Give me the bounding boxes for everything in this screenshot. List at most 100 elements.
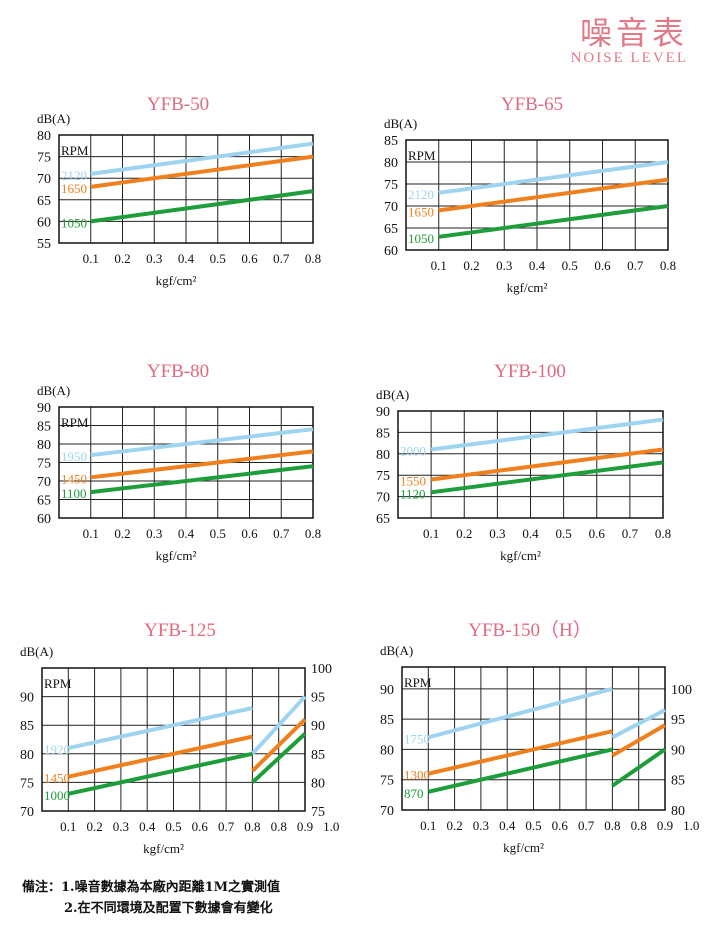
series-line-right-1000 xyxy=(251,732,307,784)
series-label-1950: 1950 xyxy=(61,449,87,464)
x-tick-label: 0.3 xyxy=(496,258,512,273)
plot-frame xyxy=(401,666,666,811)
x-tick-label: 0.5 xyxy=(165,819,181,834)
plot-frame xyxy=(41,667,306,812)
series-line-1300 xyxy=(427,729,613,776)
x-tick-label: 0.2 xyxy=(463,258,479,273)
series-label-1650: 1650 xyxy=(408,204,434,219)
series-label-1450: 1450 xyxy=(44,771,70,786)
series-label-1100: 1100 xyxy=(61,486,87,501)
legend-title: RPM xyxy=(404,675,432,690)
series-line-1950 xyxy=(90,427,314,458)
y-tick-label: 90 xyxy=(20,691,34,706)
plot-frame xyxy=(58,134,314,244)
x-tick-label: 0.8 xyxy=(631,818,647,833)
x-tick-label: 0.2 xyxy=(446,818,462,833)
x-tick-label: 0.8 xyxy=(604,818,620,833)
y-tick-label: 65 xyxy=(384,222,398,237)
chart-3: YFB-100 dB(A) 65 70 75 80 85 90 0.1 0.2 0.3 0.4 0.5 0… xyxy=(376,361,671,563)
y2-tick-label: 100 xyxy=(671,683,692,698)
x-tick-label: 0.4 xyxy=(178,526,195,541)
x-tick-label: 0.8 xyxy=(305,251,321,266)
series-line-2120 xyxy=(90,141,314,176)
y-axis-label: dB(A) xyxy=(376,387,409,402)
chart-0: YFB-50 dB(A) 55 60 65 70 75 80 0.1 0.2 0.3 0.4 0.5 0.… xyxy=(37,94,321,288)
y-tick-label: 65 xyxy=(376,512,390,527)
y-tick-label: 70 xyxy=(376,491,390,506)
x-tick-label: 0.5 xyxy=(210,526,226,541)
series-label-2000: 2000 xyxy=(400,444,426,459)
x-tick-label: 0.8 xyxy=(305,526,321,541)
y-axis-label: dB(A) xyxy=(20,644,53,659)
x-tick-label: 0.4 xyxy=(178,251,195,266)
y-tick-label: 85 xyxy=(376,426,390,441)
plot-frame xyxy=(397,410,664,519)
series-label-1000: 1000 xyxy=(44,788,70,803)
legend-title: RPM xyxy=(61,415,89,430)
x-tick-label: 0.1 xyxy=(420,818,436,833)
y-tick-label: 70 xyxy=(384,200,398,215)
series-label-1650: 1650 xyxy=(61,181,87,196)
series-line-1100 xyxy=(90,464,314,495)
y-tick-label: 80 xyxy=(20,748,34,763)
series-line-1750 xyxy=(427,686,613,740)
y-tick-label: 55 xyxy=(37,237,51,252)
y-tick-label: 85 xyxy=(20,719,34,734)
x-axis-label: kgf/cm² xyxy=(500,548,541,563)
x-tick-label: 0.6 xyxy=(241,526,258,541)
series-line-right-1450 xyxy=(251,718,307,773)
y-tick-label: 65 xyxy=(37,494,51,509)
series-line-2000 xyxy=(430,417,664,452)
chart-1: YFB-65 dB(A) 60 65 70 75 80 85 0.1 0.2 0.3 0.4 0.5 0.… xyxy=(384,94,676,295)
x-tick-label: 0.7 xyxy=(578,818,595,833)
series-line-right-1920 xyxy=(250,695,307,756)
chart-4: YFB-125 dB(A) 70 75 80 85 90 75 80 85 90 95 100 0.1 0.… xyxy=(20,620,339,856)
y-tick-label: 85 xyxy=(37,420,51,435)
chart-2: YFB-80 dB(A) 60 65 70 75 80 85 90 0.1 0.2 0.3 0.4 0.5… xyxy=(37,361,321,563)
y-tick-label: 70 xyxy=(20,805,34,820)
y-tick-label: 80 xyxy=(37,129,51,144)
series-line-right-1750 xyxy=(611,708,666,740)
x-tick-label: 0.1 xyxy=(431,258,447,273)
y-axis-label: dB(A) xyxy=(380,643,413,658)
series-line-1120 xyxy=(430,460,664,495)
note-line-1: 備注：1.噪音數據為本廠內距離1M之實測值 xyxy=(22,880,281,895)
y-tick-label: 60 xyxy=(384,244,398,259)
y-tick-label: 75 xyxy=(376,469,390,484)
y-tick-label: 60 xyxy=(37,512,51,527)
x-tick-label: 0.2 xyxy=(456,526,472,541)
x-tick-label: 0.3 xyxy=(113,819,129,834)
x-tick-label: 0.5 xyxy=(556,526,572,541)
x-tick-label: 0.6 xyxy=(552,818,569,833)
series-label-2120: 2120 xyxy=(61,168,87,183)
x-axis-label: kgf/cm² xyxy=(143,841,184,856)
chart-title: YFB-100 xyxy=(494,361,566,382)
x-axis-label: kgf/cm² xyxy=(156,273,197,288)
chart-title: YFB-50 xyxy=(147,94,209,115)
x-axis-label: kgf/cm² xyxy=(507,280,548,295)
y-tick-label: 75 xyxy=(37,151,51,166)
y-tick-label: 85 xyxy=(380,713,394,728)
y-tick-label: 70 xyxy=(37,475,51,490)
series-line-1450 xyxy=(90,449,314,480)
legend-title: RPM xyxy=(408,148,436,163)
series-label-1550: 1550 xyxy=(400,473,426,488)
x-tick-label: 0.9 xyxy=(297,819,313,834)
series-line-1650 xyxy=(90,154,314,189)
y-tick-label: 60 xyxy=(37,215,51,230)
chart-title: YFB-150（H） xyxy=(468,619,592,641)
x-tick-label: 0.1 xyxy=(83,251,99,266)
x-tick-label: 0.7 xyxy=(273,251,290,266)
y-tick-label: 75 xyxy=(20,776,34,791)
series-line-1920 xyxy=(67,706,253,751)
x-tick-label: 0.8 xyxy=(244,819,260,834)
x-tick-label: 0.1 xyxy=(60,819,76,834)
x-tick-label: 0.8 xyxy=(660,258,676,273)
chart-5: YFB-150（H） dB(A) 70 75 80 85 90 80 85 90 95 100 0.1 0… xyxy=(380,619,699,855)
y2-tick-label: 85 xyxy=(311,748,325,763)
y-tick-label: 70 xyxy=(37,172,51,187)
x-tick-label: 0.4 xyxy=(529,258,546,273)
series-label-1050: 1050 xyxy=(408,231,434,246)
x-tick-label: 0.7 xyxy=(273,526,290,541)
x-tick-label: 0.5 xyxy=(562,258,578,273)
